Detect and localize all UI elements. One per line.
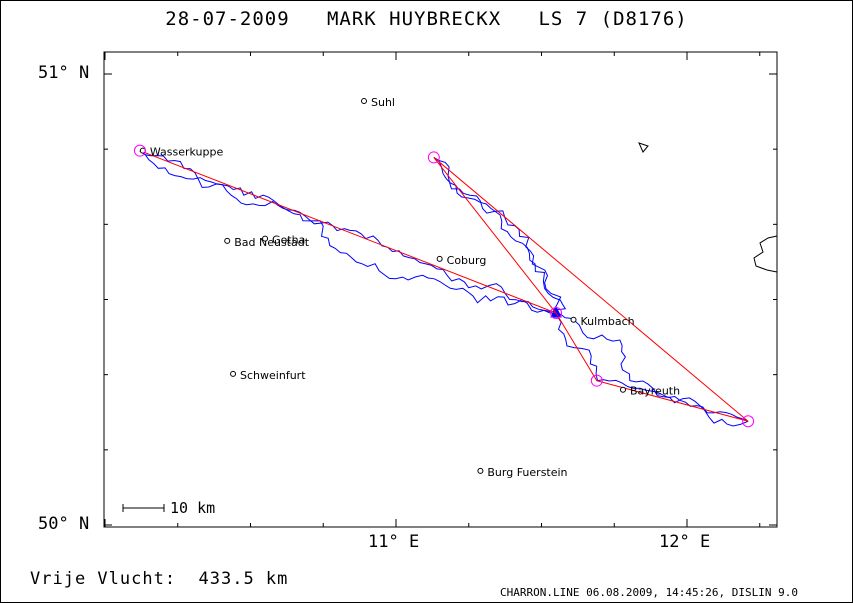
town-label: Coburg xyxy=(447,254,487,267)
town-label: Gotha xyxy=(272,234,305,247)
town-marker xyxy=(570,316,577,323)
town-label: Suhl xyxy=(371,96,395,109)
plot-border xyxy=(103,51,778,528)
turnpoint-markers xyxy=(133,144,755,428)
footer-info: CHARRON.LINE 06.08.2009, 14:45:26, DISLI… xyxy=(500,586,799,599)
town-marker xyxy=(224,237,231,244)
town-label: Kulmbach xyxy=(581,315,635,328)
lake-shape xyxy=(638,142,649,153)
distance-readout: Vrije Vlucht: 433.5 km xyxy=(30,569,289,589)
page-title: 28-07-2009 MARK HUYBRECKX LS 7 (D8176) xyxy=(165,8,688,30)
lon-label-12: 12° E xyxy=(659,532,711,552)
town-marker xyxy=(436,255,443,262)
scale-bar xyxy=(122,504,165,512)
turnpoint-circle xyxy=(742,415,755,428)
town-label: Schweinfurt xyxy=(240,369,306,382)
lat-label-51: 51° N xyxy=(38,63,90,83)
lon-label-11: 11° E xyxy=(368,532,420,552)
task-route xyxy=(139,150,749,422)
flight-track xyxy=(139,150,749,427)
town-label: Wasserkuppe xyxy=(150,146,224,159)
scale-label: 10 km xyxy=(170,499,216,517)
track-leg xyxy=(556,311,749,427)
town-label: Burg Fuerstein xyxy=(487,466,567,479)
town-marker xyxy=(619,386,626,393)
track-leg xyxy=(139,150,551,314)
town-marker xyxy=(360,98,367,105)
town-marker xyxy=(262,235,269,242)
border-line xyxy=(753,235,778,273)
town-label: Bad Neustadt xyxy=(234,236,310,249)
turnpoint-circle xyxy=(590,374,603,387)
town-label: Bayreuth xyxy=(630,385,680,398)
turnpoint-circle xyxy=(133,144,146,157)
track-leg xyxy=(433,156,567,314)
axis-ticks xyxy=(104,52,777,527)
track-leg xyxy=(433,156,598,381)
town-marker xyxy=(139,147,146,154)
task-lines xyxy=(139,150,749,422)
town-marker xyxy=(230,370,237,377)
track-leg xyxy=(596,379,749,422)
turnpoint-circle xyxy=(550,307,563,320)
town-marker xyxy=(477,467,484,474)
turnpoint-circle xyxy=(427,151,440,164)
lat-label-50: 50° N xyxy=(38,514,90,534)
track-leg xyxy=(139,150,556,317)
